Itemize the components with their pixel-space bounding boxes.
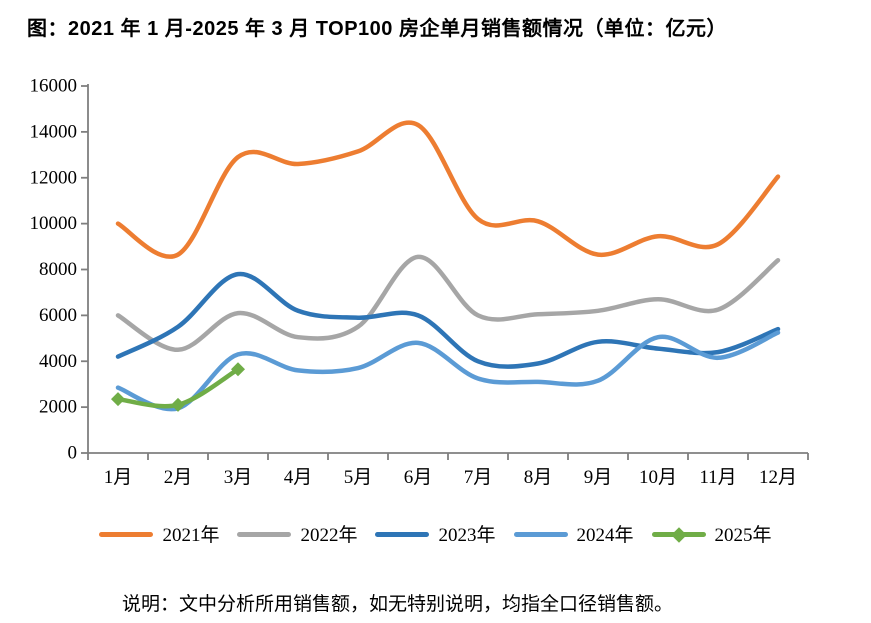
x-tick-label: 7月 bbox=[464, 467, 493, 488]
x-tick-label: 3月 bbox=[224, 467, 253, 488]
y-tick-label: 12000 bbox=[30, 167, 78, 188]
legend-line-swatch bbox=[237, 532, 292, 537]
y-tick-label: 2000 bbox=[39, 397, 77, 418]
legend-item-2022年: 2022年 bbox=[237, 524, 357, 545]
legend-label: 2022年 bbox=[300, 525, 358, 546]
legend-label: 2024年 bbox=[576, 525, 634, 546]
series-line-2024年 bbox=[115, 330, 781, 412]
chart-note: 说明：文中分析所用销售额，如无特别说明，均指全口径销售额。 bbox=[122, 594, 674, 615]
y-tick-label: 16000 bbox=[30, 76, 78, 97]
x-tick-label: 2月 bbox=[164, 467, 193, 488]
y-tick-label: 4000 bbox=[39, 351, 77, 372]
diamond-marker-icon bbox=[670, 526, 687, 543]
x-tick-label: 8月 bbox=[524, 467, 553, 488]
x-tick-label: 6月 bbox=[404, 467, 433, 488]
y-tick-label: 0 bbox=[68, 443, 78, 464]
legend-label: 2025年 bbox=[714, 525, 772, 546]
series-line-2023年 bbox=[115, 271, 781, 369]
legend-line-swatch bbox=[99, 532, 154, 537]
series-line-2021年 bbox=[115, 120, 781, 259]
y-tick-label: 8000 bbox=[39, 259, 77, 280]
line-chart: 0 2000 4000 6000 8000 10000 12000 14000 16000 1月 2… bbox=[30, 76, 809, 488]
x-tick-label: 12月 bbox=[759, 467, 797, 488]
chart-legend: 2021年 2022年 2023年 2024年 2025年 bbox=[0, 524, 871, 545]
x-tick-label: 5月 bbox=[344, 467, 373, 488]
y-tick-label: 6000 bbox=[39, 305, 77, 326]
legend-label: 2021年 bbox=[162, 525, 220, 546]
legend-line-swatch bbox=[651, 526, 706, 543]
diamond-marker-2025年 bbox=[111, 392, 125, 407]
legend-item-2021年: 2021年 bbox=[99, 524, 219, 545]
legend-line-swatch bbox=[513, 532, 568, 537]
x-tick-label: 10月 bbox=[639, 467, 677, 488]
y-tick-label: 10000 bbox=[30, 213, 78, 234]
legend-item-2025年: 2025年 bbox=[651, 524, 772, 546]
x-tick-label: 4月 bbox=[284, 467, 313, 488]
x-tick-label: 11月 bbox=[699, 467, 736, 488]
chart-title: 图：2021 年 1 月-2025 年 3 月 TOP100 房企单月销售额情况… bbox=[27, 18, 727, 40]
series-line-2022年 bbox=[115, 254, 781, 353]
legend-label: 2023年 bbox=[438, 525, 496, 546]
y-tick-label: 14000 bbox=[30, 121, 78, 142]
diamond-marker-2025年 bbox=[231, 362, 245, 377]
legend-item-2024年: 2024年 bbox=[513, 524, 634, 546]
diamond-marker-2025年 bbox=[171, 397, 185, 412]
x-tick-label: 1月 bbox=[104, 467, 133, 488]
legend-line-swatch bbox=[375, 532, 430, 537]
legend-item-2023年: 2023年 bbox=[375, 524, 496, 546]
x-tick-label: 9月 bbox=[584, 467, 613, 488]
